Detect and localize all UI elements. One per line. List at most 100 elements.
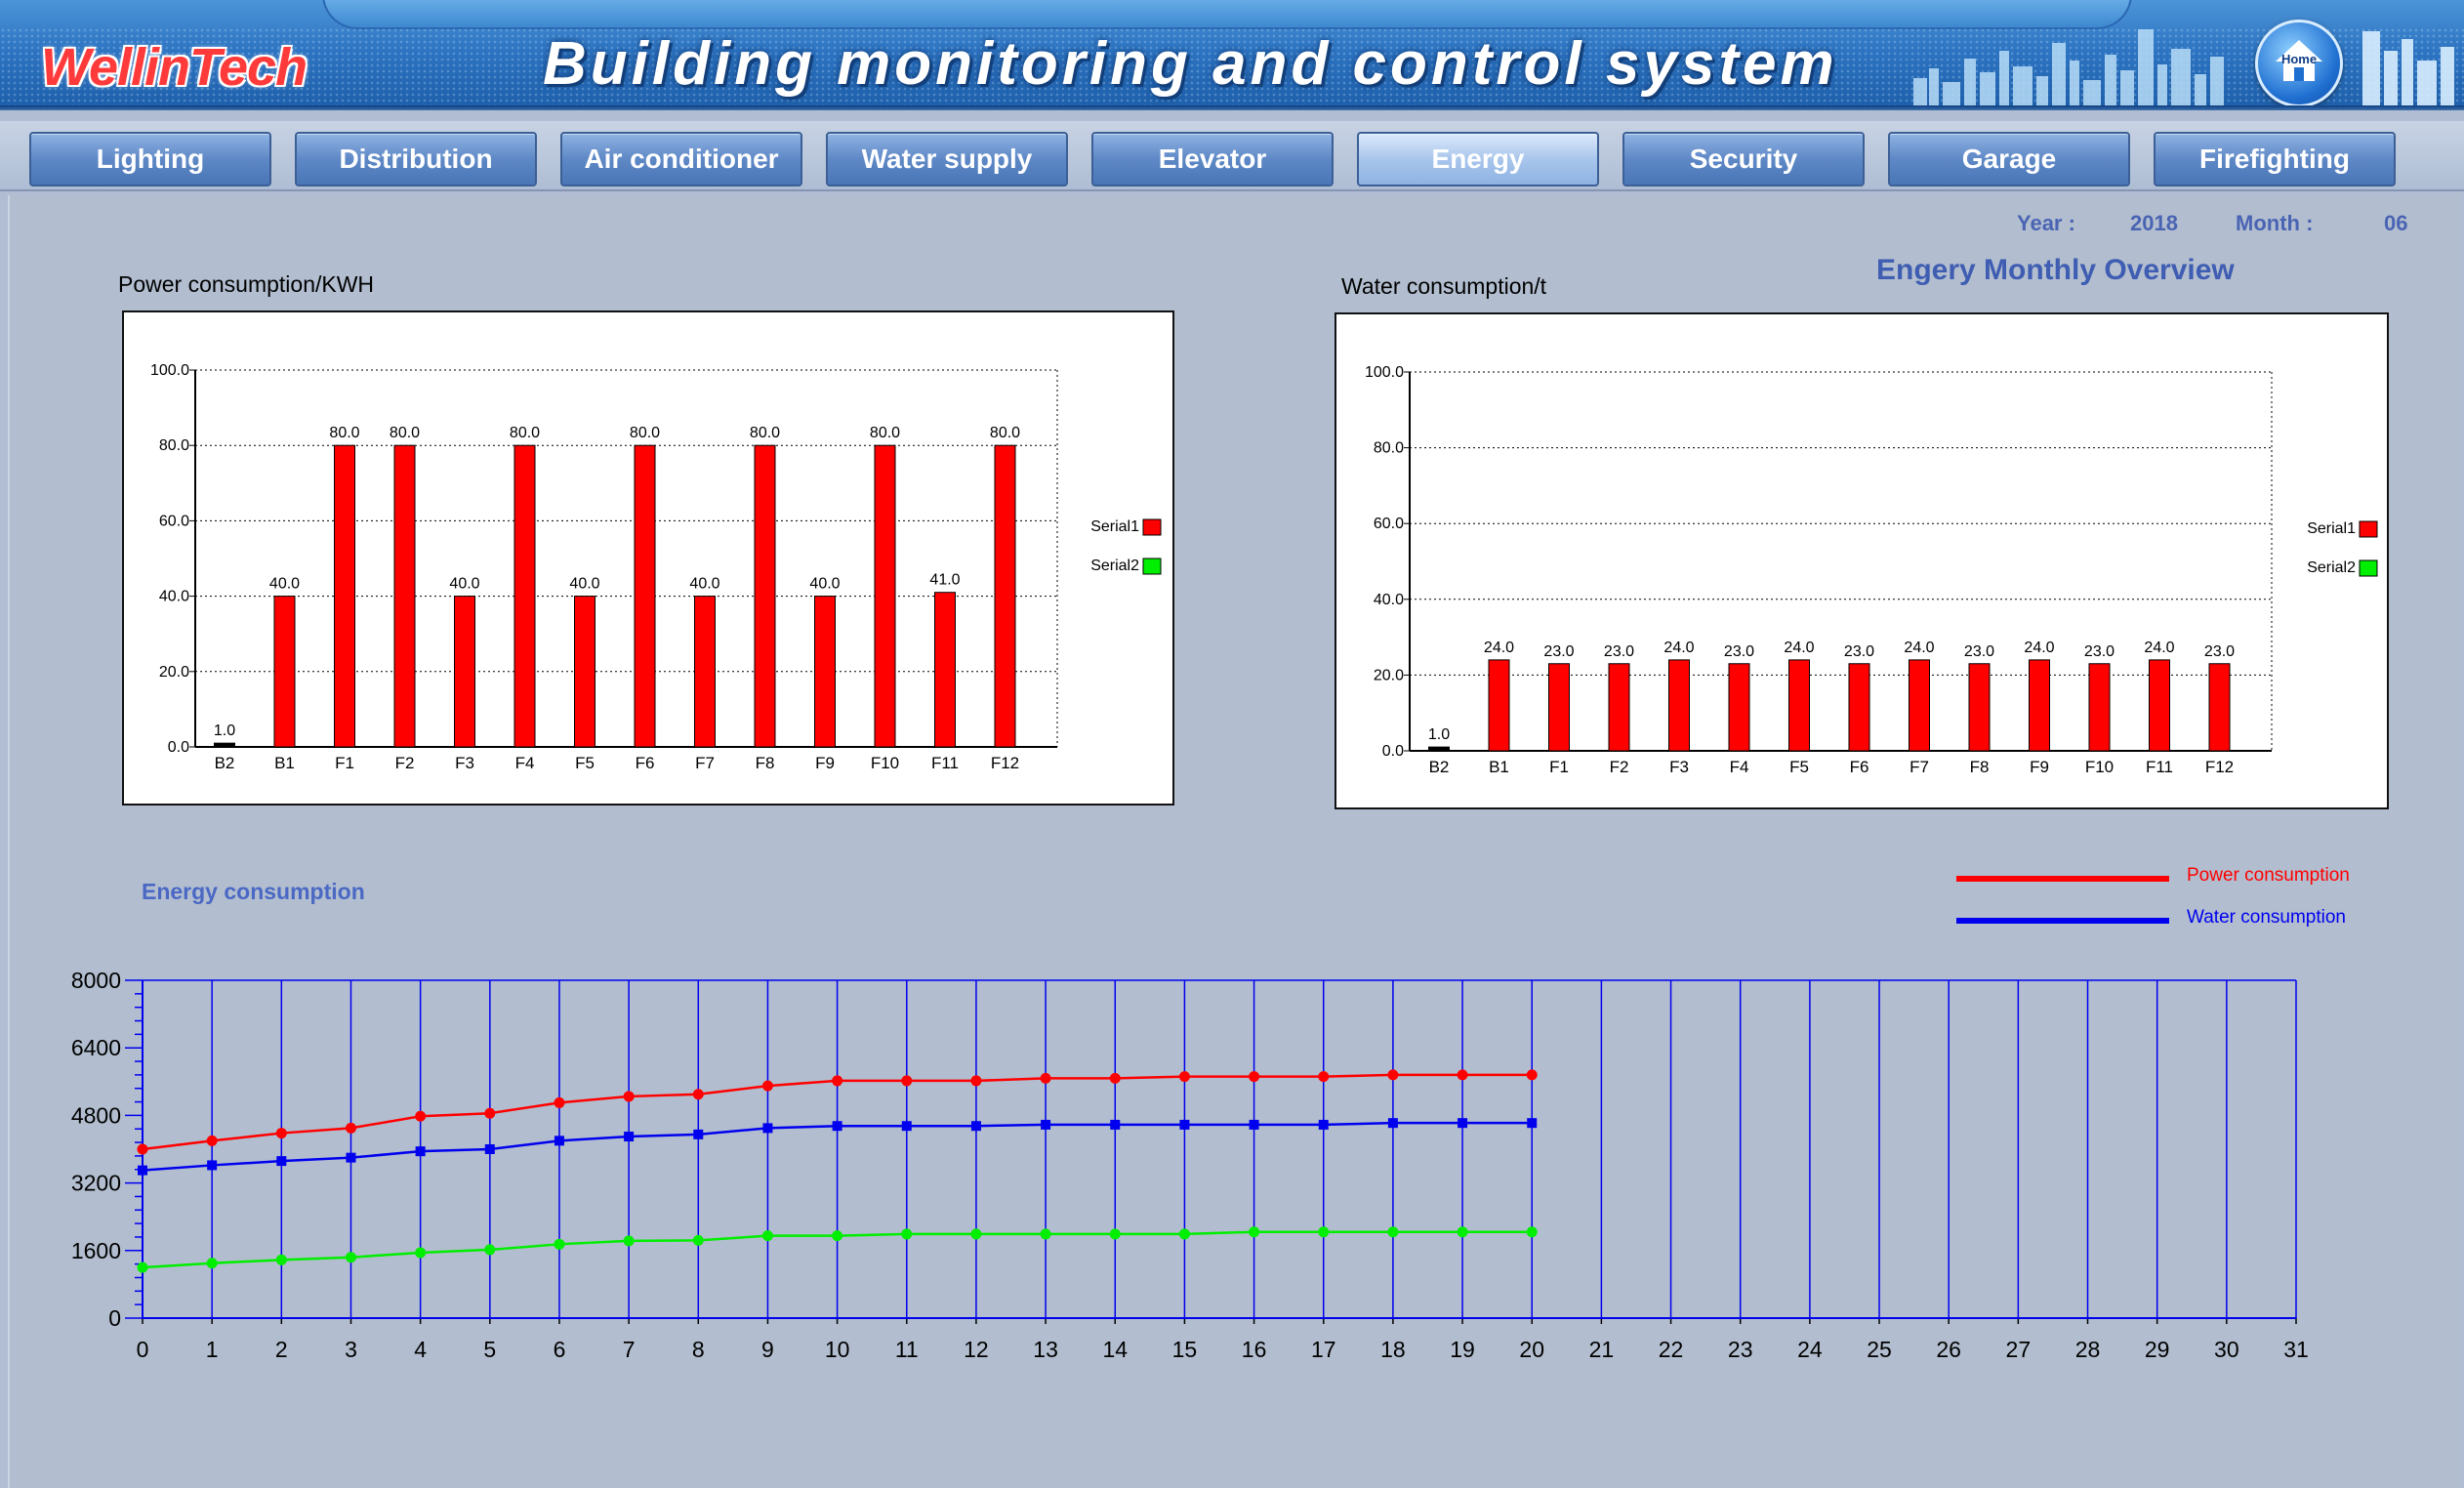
tab-garage[interactable]: Garage [1888,132,2130,186]
y-tick-label: 60.0 [159,513,189,529]
bar-value-label: 40.0 [809,576,840,593]
y-tick-label: 0.0 [168,739,189,756]
bar-value-label: 23.0 [2084,643,2115,660]
bar-value-label: 41.0 [929,572,960,589]
y-tick-label: 40.0 [1374,592,1404,608]
x-tick-label: F1 [1549,758,1569,776]
tab-distribution[interactable]: Distribution [295,132,537,186]
x-tick-label: F7 [695,754,715,772]
brand-logo: WellinTech [41,38,308,97]
bar [1909,659,1930,752]
home-label: Home [2280,52,2318,66]
tab-water-supply[interactable]: Water supply [826,132,1068,186]
y-tick-label: 60.0 [1374,516,1404,532]
month-label: Month : [2236,211,2314,235]
bar-value-label: 80.0 [990,425,1020,441]
bar [454,596,475,748]
bar-value-label: 80.0 [510,425,540,441]
x-tick-label: F4 [515,754,535,772]
tab-elevator[interactable]: Elevator [1091,132,1334,186]
x-tick-label: B1 [1489,758,1509,776]
x-tick-label: F1 [335,754,354,772]
legend-label: Serial2 [1090,558,1139,574]
legend-swatch [1142,518,1162,536]
bar [1428,746,1450,752]
header-tab-decoration [322,0,2132,29]
y-tick-label: 20.0 [1374,667,1404,683]
x-tick-label: F11 [931,754,959,772]
bar [1848,663,1870,752]
legend-swatch [2359,520,2378,538]
bar [2208,663,2231,752]
y-tick-label: 80.0 [1374,440,1404,457]
water-bar-chart-svg: 0.0 20.0 40.0 60.0 80.0 100.0 1.0 B2 24.0 B1 23.0 F… [1365,364,2378,776]
tab-security[interactable]: Security [1622,132,1865,186]
y-tick-label: 100.0 [1365,364,1404,381]
bar [513,444,536,748]
x-tick-label: F4 [1730,758,1749,776]
power-chart-title: Power consumption/KWH [118,271,375,297]
x-tick-label: F5 [1789,758,1809,776]
bar [334,444,355,748]
bar-value-label: 80.0 [630,425,660,441]
bar-value-label: 40.0 [269,576,300,593]
bar-value-label: 23.0 [2204,643,2235,660]
bar [1968,663,1991,752]
bar-value-label: 24.0 [1484,640,1514,656]
bar [814,596,836,748]
legend-label: Serial1 [2307,520,2356,537]
bar [2088,663,2111,752]
bar [214,742,235,748]
tab-firefighting[interactable]: Firefighting [2154,132,2396,186]
month-value: 06 [2384,211,2408,235]
x-tick-label: F10 [871,754,899,772]
bar [934,592,956,748]
year-label: Year : [2017,211,2075,235]
bar-value-label: 23.0 [1543,643,1574,660]
home-button[interactable]: Home [2255,20,2343,107]
bar [574,596,595,748]
x-tick-label: F3 [455,754,474,772]
x-tick-label: F12 [991,754,1019,772]
header-divider [0,105,2464,110]
bar [393,444,416,748]
bar-value-label: 23.0 [1964,643,1994,660]
power-bar-chart-svg: 0.0 20.0 40.0 60.0 80.0 100.0 1.0 B2 40.0 B1 80.0 F… [150,362,1162,772]
x-tick-label: F6 [1850,758,1869,776]
tab-lighting[interactable]: Lighting [29,132,271,186]
app-header: WellinTech Building monitoring and contr… [0,0,2464,110]
bar [1608,663,1630,752]
x-tick-label: F7 [1910,758,1929,776]
bar [1788,659,1810,752]
bar-value-label: 23.0 [1724,643,1754,660]
bar-value-label: 24.0 [2144,640,2174,656]
bar-value-label: 24.0 [1663,640,1694,656]
x-tick-label: F9 [2030,758,2049,776]
bar [2029,659,2050,752]
bar [1728,663,1750,752]
water-chart-title: Water consumption/t [1341,273,1547,299]
water-chart: 0.0 20.0 40.0 60.0 80.0 100.0 1.0 B2 24.0 B1 23.0 F… [1335,312,2389,809]
energy-chart-title: Energy consumption [142,879,365,904]
bar [874,444,896,748]
x-tick-label: F12 [2205,758,2234,776]
x-tick-label: F10 [2085,758,2114,776]
legend-swatch [2359,559,2378,577]
bar-value-label: 80.0 [750,425,780,441]
x-tick-label: F11 [2146,758,2173,776]
legend-swatch [1142,558,1162,575]
tab-energy[interactable]: Energy [1357,132,1599,186]
app-title: Building monitoring and control system [543,30,1838,98]
x-tick-label: F9 [815,754,835,772]
bar [1548,663,1570,752]
bar-value-label: 24.0 [1784,640,1814,656]
x-tick-label: F8 [1970,758,1990,776]
bar-value-label: 80.0 [870,425,900,441]
legend-label: Serial2 [2307,559,2356,576]
bar [2149,659,2170,752]
bar-value-label: 40.0 [449,576,479,593]
x-tick-label: F5 [575,754,595,772]
tab-air-conditioner[interactable]: Air conditioner [560,132,802,186]
main-nav: Lighting Distribution Air conditioner Wa… [0,121,2464,191]
x-tick-label: B2 [215,754,235,772]
